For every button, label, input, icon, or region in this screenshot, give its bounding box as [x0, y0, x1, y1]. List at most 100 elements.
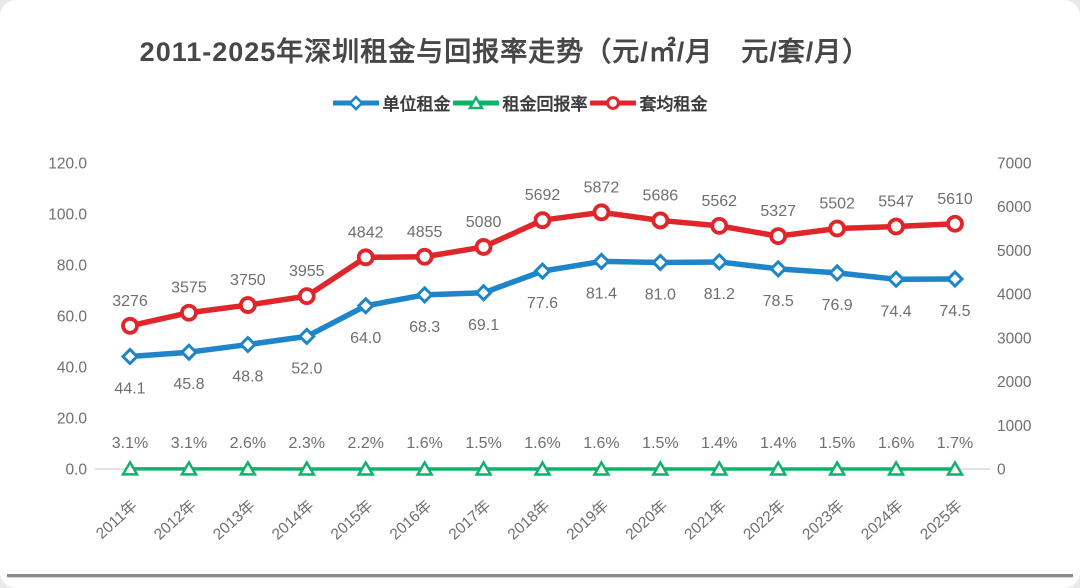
x-axis-label: 2015年	[327, 497, 376, 544]
x-axis-label: 2018年	[504, 497, 553, 544]
avg-rent-data-label: 5610	[937, 191, 973, 208]
avg-rent-data-label: 4855	[407, 224, 443, 241]
line-diamond-marker-icon	[332, 94, 379, 111]
data-point-triangle	[592, 459, 611, 476]
data-point-diamond	[120, 347, 140, 366]
data-point-triangle	[827, 459, 847, 476]
unit-rent-data-label: 64.0	[350, 330, 381, 347]
data-point-circle	[828, 219, 847, 238]
return-rate-data-label: 3.1%	[171, 435, 207, 452]
data-point-circle	[297, 287, 316, 306]
avg-rent-data-label: 4842	[348, 224, 384, 241]
left-axis-tick-label: 120.0	[48, 156, 87, 173]
x-axis-label: 2020年	[622, 497, 671, 544]
data-point-circle	[415, 247, 434, 266]
data-point-diamond	[179, 343, 199, 362]
legend-label: 单位租金	[382, 95, 451, 114]
data-point-circle	[887, 217, 905, 236]
data-point-diamond	[651, 253, 670, 272]
left-axis-tick-label: 0.0	[65, 462, 87, 479]
x-axis-label: 2013年	[209, 497, 258, 544]
x-axis-label: 2022年	[740, 497, 789, 544]
unit-rent-data-label: 78.5	[763, 293, 794, 310]
return-rate-data-label: 1.5%	[819, 435, 855, 452]
legend-item-return-rate: 租金回报率	[452, 90, 588, 115]
data-point-triangle	[533, 459, 552, 476]
data-point-diamond	[710, 252, 729, 272]
x-axis-label: 2019年	[563, 497, 612, 544]
return-rate-data-label: 1.6%	[406, 435, 442, 452]
data-point-triangle	[474, 459, 493, 476]
return-rate-data-label: 1.6%	[878, 435, 914, 452]
x-axis-label: 2025年	[916, 497, 965, 544]
x-axis-label: 2023年	[799, 497, 848, 544]
bottom-divider	[7, 574, 1073, 578]
avg-rent-data-label: 5080	[466, 214, 502, 231]
right-axis-tick-label: 4000	[997, 287, 1032, 304]
data-point-triangle	[710, 459, 729, 476]
avg-rent-data-label: 5547	[878, 194, 914, 211]
data-point-circle	[592, 203, 611, 222]
legend-item-avg-rent: 套均租金	[589, 90, 708, 115]
data-point-triangle	[356, 459, 375, 476]
data-point-circle	[710, 216, 729, 235]
x-axis-label: 2021年	[681, 497, 730, 544]
return-rate-data-label: 1.6%	[524, 435, 560, 452]
data-point-triangle	[238, 459, 258, 476]
avg-rent-data-label: 5562	[701, 193, 737, 210]
data-point-circle	[533, 211, 552, 230]
avg-rent-data-label: 3276	[112, 293, 148, 310]
data-point-diamond	[415, 285, 434, 304]
right-axis-tick-label: 5000	[997, 243, 1032, 260]
unit-rent-data-label: 48.8	[232, 369, 263, 386]
avg-rent-data-label: 3575	[171, 280, 207, 297]
data-point-diamond	[297, 327, 316, 346]
avg-rent-data-label: 5686	[643, 187, 679, 204]
unit-rent-data-label: 81.2	[704, 286, 735, 303]
chart-legend: 单位租金 租金回报率 套均租金	[0, 90, 1040, 115]
return-rate-data-label: 3.1%	[112, 435, 148, 452]
unit-rent-data-label: 74.4	[881, 303, 912, 320]
data-point-diamond	[474, 283, 493, 302]
return-rate-data-label: 1.4%	[701, 435, 737, 452]
left-axis-tick-label: 100.0	[48, 207, 87, 224]
data-point-triangle	[769, 459, 788, 476]
return-rate-data-label: 1.7%	[937, 435, 973, 452]
x-axis-label: 2012年	[150, 497, 199, 544]
legend-label: 租金回报率	[502, 95, 588, 114]
avg-rent-data-label: 5502	[819, 195, 855, 212]
data-point-diamond	[238, 335, 257, 354]
unit-rent-data-label: 69.1	[468, 317, 499, 334]
data-point-triangle	[945, 459, 965, 476]
left-axis-tick-label: 80.0	[57, 258, 88, 275]
right-axis-tick-label: 6000	[997, 199, 1032, 216]
data-point-triangle	[120, 459, 140, 476]
data-point-diamond	[886, 270, 906, 289]
unit-rent-data-label: 68.3	[409, 319, 440, 336]
data-point-circle	[769, 227, 788, 246]
data-point-diamond	[592, 252, 611, 271]
unit-rent-data-label: 52.0	[291, 360, 322, 377]
avg-rent-data-label: 3750	[230, 272, 266, 289]
line-circle-marker-icon	[589, 95, 636, 110]
data-point-triangle	[179, 459, 199, 476]
unit-rent-data-label: 76.9	[822, 297, 853, 314]
return-rate-data-label: 2.3%	[289, 435, 325, 452]
x-axis-label: 2011年	[92, 497, 140, 543]
data-point-triangle	[415, 459, 434, 476]
unit-rent-data-label: 81.0	[645, 286, 676, 303]
unit-rent-data-label: 77.6	[527, 295, 558, 312]
return-rate-data-label: 1.5%	[642, 435, 678, 452]
left-axis-tick-label: 40.0	[57, 360, 88, 377]
x-axis-label: 2016年	[386, 497, 435, 544]
right-axis-tick-label: 3000	[997, 330, 1032, 347]
unit-rent-data-label: 74.5	[939, 303, 970, 320]
data-point-diamond	[769, 259, 788, 278]
data-point-circle	[238, 296, 257, 314]
legend-label: 套均租金	[639, 95, 708, 114]
data-point-circle	[946, 214, 964, 233]
return-rate-data-label: 1.4%	[760, 435, 796, 452]
avg-rent-data-label: 5872	[584, 179, 620, 196]
